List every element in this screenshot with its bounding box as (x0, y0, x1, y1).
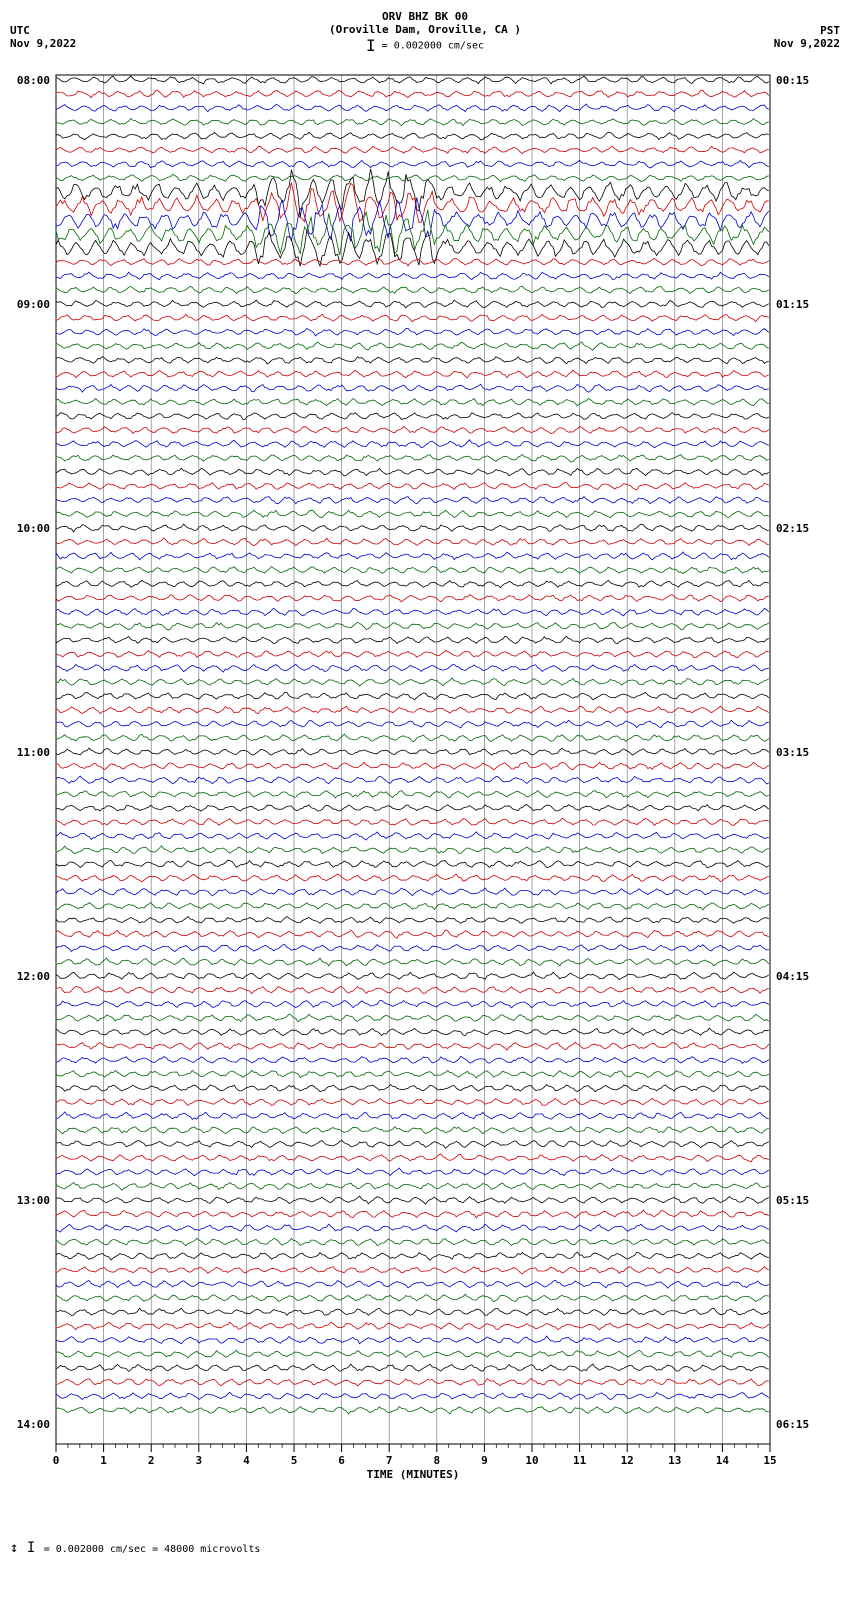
footer: ↕ I = 0.002000 cm/sec = 48000 microvolts (10, 1540, 840, 1556)
svg-text:3: 3 (195, 1454, 202, 1467)
svg-text:12:00: 12:00 (17, 970, 50, 983)
svg-text:13: 13 (668, 1454, 681, 1467)
svg-text:6: 6 (338, 1454, 345, 1467)
svg-text:11: 11 (573, 1454, 587, 1467)
svg-text:02:15: 02:15 (776, 522, 809, 535)
header-left: UTC Nov 9,2022 (10, 24, 76, 50)
svg-text:15: 15 (763, 1454, 776, 1467)
svg-text:8: 8 (433, 1454, 440, 1467)
svg-text:9: 9 (481, 1454, 488, 1467)
svg-text:10: 10 (525, 1454, 538, 1467)
svg-text:2: 2 (148, 1454, 155, 1467)
svg-text:09:00: 09:00 (17, 298, 50, 311)
station-name: (Oroville Dam, Oroville, CA ) (329, 23, 521, 36)
pst-date: Nov 9,2022 (774, 37, 840, 50)
svg-text:01:15: 01:15 (776, 298, 809, 311)
svg-text:7: 7 (386, 1454, 393, 1467)
header: UTC Nov 9,2022 ORV BHZ BK 00 (Oroville D… (10, 10, 840, 70)
header-right: PST Nov 9,2022 (774, 24, 840, 50)
seismogram-svg: 08:0009:0010:0011:0012:0013:0014:0015:00… (10, 70, 840, 1530)
svg-text:1: 1 (100, 1454, 107, 1467)
svg-text:TIME (MINUTES): TIME (MINUTES) (367, 1468, 460, 1481)
utc-label: UTC (10, 24, 76, 37)
svg-text:14:00: 14:00 (17, 1418, 50, 1431)
pst-label: PST (774, 24, 840, 37)
svg-text:10:00: 10:00 (17, 522, 50, 535)
svg-text:00:15: 00:15 (776, 74, 809, 87)
utc-date: Nov 9,2022 (10, 37, 76, 50)
svg-text:14: 14 (716, 1454, 730, 1467)
seismogram-plot: 08:0009:0010:0011:0012:0013:0014:0015:00… (10, 70, 840, 1530)
svg-text:12: 12 (621, 1454, 634, 1467)
scale-indicator: I = 0.002000 cm/sec (329, 36, 521, 55)
svg-text:0: 0 (53, 1454, 60, 1467)
svg-text:11:00: 11:00 (17, 746, 50, 759)
svg-text:4: 4 (243, 1454, 250, 1467)
svg-text:04:15: 04:15 (776, 970, 809, 983)
svg-text:13:00: 13:00 (17, 1194, 50, 1207)
svg-text:08:00: 08:00 (17, 74, 50, 87)
svg-text:03:15: 03:15 (776, 746, 809, 759)
header-center: ORV BHZ BK 00 (Oroville Dam, Oroville, C… (329, 10, 521, 55)
station-code: ORV BHZ BK 00 (329, 10, 521, 23)
svg-text:06:15: 06:15 (776, 1418, 809, 1431)
svg-text:05:15: 05:15 (776, 1194, 809, 1207)
svg-text:5: 5 (291, 1454, 298, 1467)
